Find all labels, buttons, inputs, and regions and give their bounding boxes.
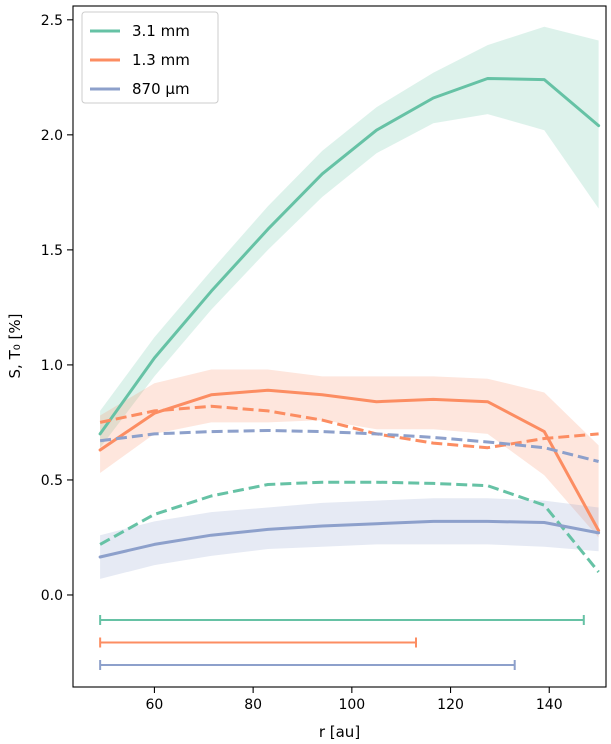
legend-label-870-m: 870 μm [132, 80, 190, 98]
y-tick-label: 2.0 [41, 128, 63, 144]
y-tick-label: 1.5 [41, 243, 63, 259]
plot-frame [72, 5, 607, 688]
x-tick-label: 60 [146, 697, 164, 713]
line-S-3-1-mm [98, 77, 601, 436]
uncertainty-bands [100, 26, 599, 579]
y-axis-ticks: 0.0 0.5 1.0 1.5 2.0 2.5 [41, 13, 73, 604]
y-tick-label: 1.0 [41, 358, 63, 374]
band-1-3-mm [100, 369, 599, 538]
x-tick-label: 120 [437, 697, 464, 713]
x-axis-ticks: 60 80 100 120 140 [146, 687, 563, 713]
band-3-1-mm [100, 26, 599, 448]
line-T0-1-3-mm [99, 404, 599, 450]
x-tick-label: 80 [244, 697, 262, 713]
legend-box [81, 11, 219, 104]
line-S-1-3-mm [98, 388, 601, 533]
line-S-870-m [98, 519, 601, 559]
legend: 3.1 mm 1.3 mm 870 μm [81, 11, 219, 104]
radial-range-bars [99, 615, 585, 670]
y-tick-label: 0.5 [41, 473, 63, 489]
y-tick-label: 0.0 [41, 588, 63, 604]
series-lines [98, 77, 601, 573]
x-tick-label: 140 [536, 697, 563, 713]
y-tick-label: 2.5 [41, 13, 63, 29]
legend-label-1-3-mm: 1.3 mm [132, 51, 190, 69]
legend-label-3-1-mm: 3.1 mm [132, 22, 190, 40]
x-axis-label: r [au] [319, 723, 360, 741]
line-T0-3-1-mm [99, 480, 600, 573]
band-870-m [100, 498, 599, 579]
y-axis-label: S, T₀ [%] [6, 314, 24, 379]
x-tick-label: 100 [338, 697, 365, 713]
line-T0-870-m [99, 429, 599, 463]
